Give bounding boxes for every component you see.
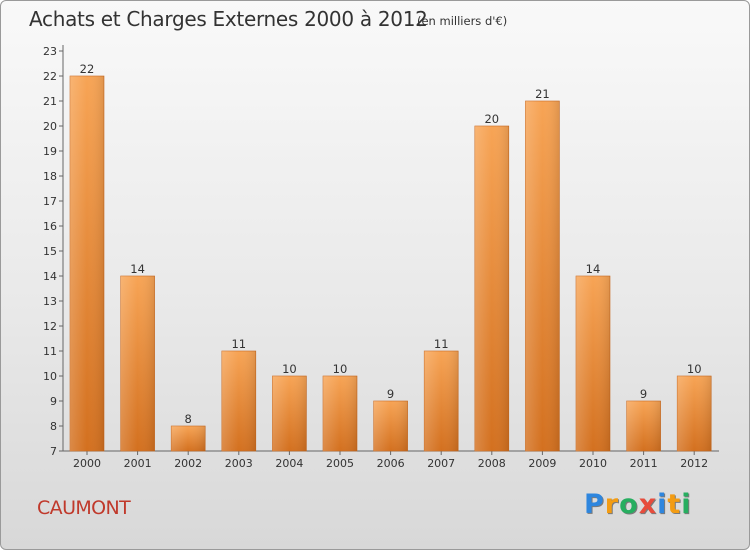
logo-letter: i (681, 489, 692, 520)
y-tick-label: 8 (50, 420, 57, 433)
data-label: 22 (80, 62, 95, 76)
bar-shading (525, 101, 560, 451)
logo-letter: x (638, 489, 658, 520)
y-tick-label: 13 (43, 295, 57, 308)
y-tick-label: 17 (43, 195, 57, 208)
x-tick-label: 2000 (73, 457, 101, 470)
logo-letter: t (667, 489, 682, 520)
x-tick-label: 2001 (124, 457, 152, 470)
bar-shading (373, 401, 408, 451)
logo-letter: i (657, 489, 668, 520)
data-labels: 22 14 8 11 10 10 9 11 20 21 14 9 10 (80, 62, 702, 426)
data-label: 8 (185, 412, 192, 426)
bar-shading (576, 276, 610, 451)
x-tick-label: 2005 (326, 457, 354, 470)
y-tick-label: 22 (43, 70, 57, 83)
y-tick-label: 19 (43, 145, 57, 158)
y-tick-label: 9 (50, 395, 57, 408)
data-label: 11 (434, 337, 449, 351)
x-tick-label: 2008 (478, 457, 506, 470)
data-label: 10 (333, 362, 348, 376)
y-tick-label: 20 (43, 120, 57, 133)
y-tick-label: 14 (43, 270, 57, 283)
x-tick-label: 2002 (174, 457, 202, 470)
data-label: 20 (484, 112, 499, 126)
x-tick-label: 2007 (427, 457, 455, 470)
bar-shading (171, 426, 206, 451)
bar-shading (424, 351, 459, 451)
data-label: 21 (535, 87, 550, 101)
y-tick-label: 11 (43, 345, 57, 358)
x-tick-label: 2003 (225, 457, 253, 470)
x-tick-label: 2012 (680, 457, 708, 470)
bar-shading (323, 376, 357, 451)
data-label: 11 (231, 337, 246, 351)
data-label: 10 (282, 362, 297, 376)
logo-letter: o (619, 489, 639, 520)
bar-shading (120, 276, 155, 451)
bar-shading (474, 126, 509, 451)
x-tick-label: 2009 (528, 457, 556, 470)
bar-shading (70, 76, 104, 451)
chart-title: Achats et Charges Externes 2000 à 2012 (29, 7, 428, 31)
y-tick-label: 23 (43, 45, 57, 58)
y-tick-label: 18 (43, 170, 57, 183)
y-tick-label: 16 (43, 220, 57, 233)
place-name: CAUMONT (37, 497, 131, 519)
data-label: 14 (130, 262, 145, 276)
axes: 7 8 9 10 11 12 13 14 15 16 17 18 19 20 21 22 23 2000 2001 2… (43, 45, 719, 470)
x-tick-label: 2011 (630, 457, 658, 470)
logo-letter: r (604, 489, 620, 520)
y-tick-label: 15 (43, 245, 57, 258)
bar-shading (221, 351, 256, 451)
chart-subtitle: (en milliers d'€) (417, 14, 508, 28)
data-label: 9 (387, 387, 394, 401)
logo-letter: P (584, 489, 605, 520)
y-tick-label: 7 (50, 445, 57, 458)
data-label: 10 (687, 362, 702, 376)
x-tick-label: 2010 (579, 457, 607, 470)
y-tick-label: 10 (43, 370, 57, 383)
x-tick-label: 2004 (275, 457, 303, 470)
proxiti-logo: Proxiti (584, 489, 692, 520)
data-label: 14 (586, 262, 601, 276)
y-tick-label: 12 (43, 320, 57, 333)
y-tick-label: 21 (43, 95, 57, 108)
bar-shading (272, 376, 307, 451)
bar-shading (626, 401, 661, 451)
bar-shading (677, 376, 712, 451)
bars (69, 75, 712, 452)
data-label: 9 (640, 387, 647, 401)
x-tick-label: 2006 (377, 457, 405, 470)
